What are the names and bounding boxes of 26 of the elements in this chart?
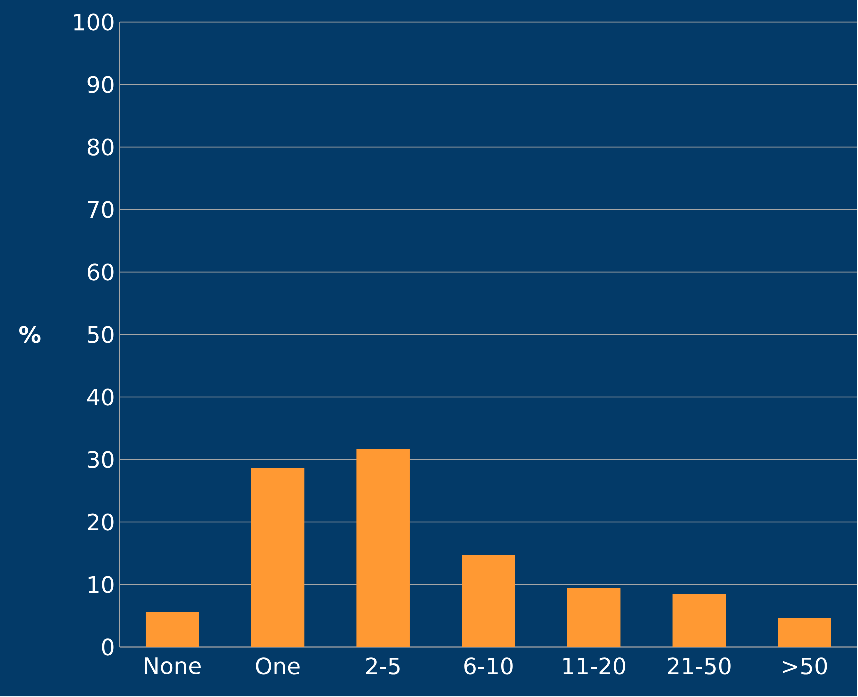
- x-tick-label: 21-50: [668, 658, 731, 675]
- x-tick-label: >50: [783, 658, 828, 675]
- bar: [462, 556, 516, 648]
- y-tick-label: 60: [88, 264, 114, 282]
- y-tick-label: 90: [88, 76, 114, 94]
- y-tick-label: 50: [88, 326, 114, 344]
- y-tick-label: 20: [88, 514, 114, 532]
- x-tick-label: None: [145, 658, 201, 675]
- y-tick-label: 80: [88, 138, 114, 156]
- y-tick-label: 30: [88, 451, 114, 469]
- x-tick-label: 2-5: [366, 658, 400, 675]
- bar: [146, 612, 200, 648]
- bar: [251, 468, 305, 648]
- y-tick-label: 70: [88, 201, 114, 219]
- y-tick-label: 40: [88, 388, 114, 406]
- y-tick-label: 0: [102, 638, 114, 656]
- x-tick-label: 11-20: [564, 658, 626, 675]
- bar: [567, 588, 621, 648]
- x-tick-label: 6-10: [464, 658, 513, 675]
- y-tick-label: 10: [88, 576, 114, 594]
- bar: [356, 449, 410, 648]
- bar: [778, 618, 832, 648]
- bar: [672, 594, 726, 648]
- x-tick-label: One: [256, 658, 300, 675]
- y-tick-label: 100: [74, 14, 114, 32]
- y-axis-title: %: [20, 326, 41, 344]
